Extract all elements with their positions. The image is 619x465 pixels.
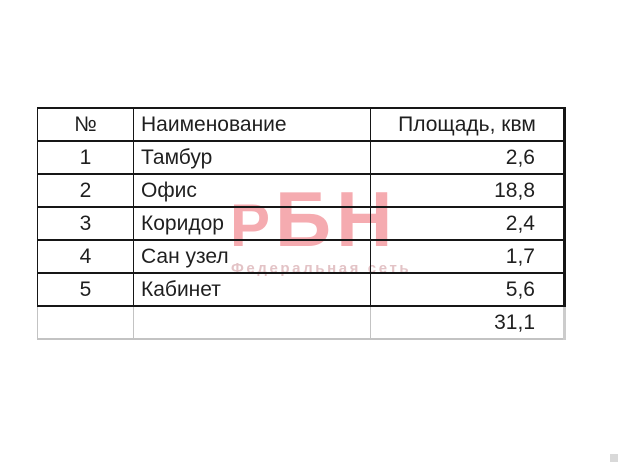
table-row: 3 Коридор 2,4 [37,206,566,241]
corner-artifact [610,454,618,462]
table-header-row: № Наименование Площадь, квм [37,107,566,142]
room-name-cell: Тамбур [133,140,371,175]
area-value-cell: 2,6 [370,140,566,175]
table-row: 4 Сан узел 1,7 [37,239,566,274]
table-row: 2 Офис 18,8 [37,173,566,208]
room-name-cell: Сан узел [133,239,371,274]
row-number-cell: 4 [37,239,134,274]
row-number-cell: 1 [37,140,134,175]
row-number-cell: 2 [37,173,134,208]
total-empty-cell [133,305,371,340]
table-row: 1 Тамбур 2,6 [37,140,566,175]
header-name: Наименование [133,107,371,142]
area-value-cell: 1,7 [370,239,566,274]
header-number: № [37,107,134,142]
area-value-cell: 5,6 [370,272,566,307]
room-name-cell: Офис [133,173,371,208]
table-row: 5 Кабинет 5,6 [37,272,566,307]
table-total-row: 31,1 [37,305,566,340]
total-area-cell: 31,1 [370,305,566,340]
room-name-cell: Коридор [133,206,371,241]
area-value-cell: 2,4 [370,206,566,241]
header-area: Площадь, квм [370,107,566,142]
area-table: № Наименование Площадь, квм 1 Тамбур 2,6… [37,107,566,340]
room-name-cell: Кабинет [133,272,371,307]
row-number-cell: 3 [37,206,134,241]
area-value-cell: 18,8 [370,173,566,208]
row-number-cell: 5 [37,272,134,307]
total-empty-cell [37,305,134,340]
